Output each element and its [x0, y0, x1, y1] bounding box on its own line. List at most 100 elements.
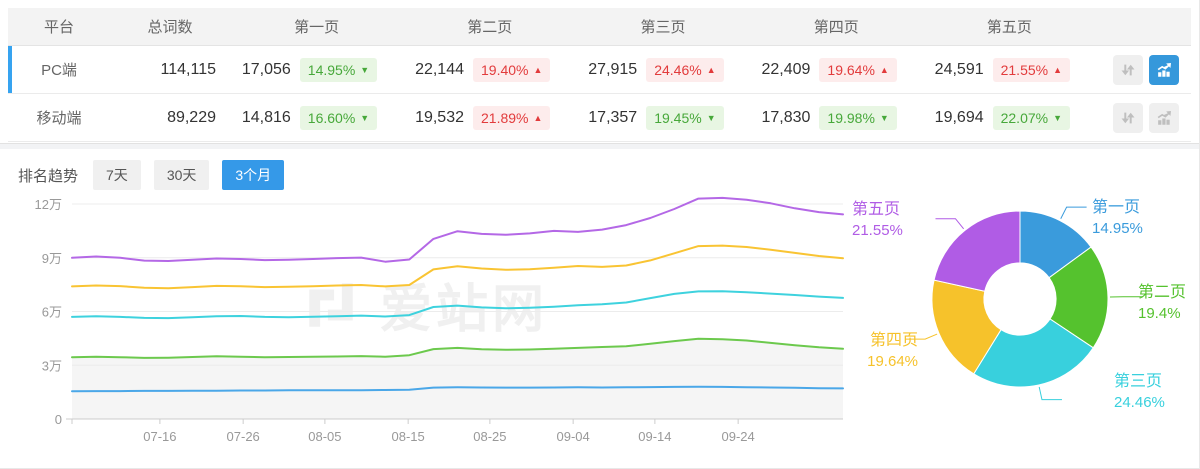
page3-change-badge: 24.46% ▲: [646, 57, 724, 82]
page4-change-badge: 19.98% ▼: [819, 105, 897, 130]
platform-label: 移动端: [36, 110, 82, 127]
tab-30days[interactable]: 30天: [153, 160, 210, 190]
page1-change-pct: 14.95%: [307, 61, 356, 78]
svg-text:08-25: 08-25: [473, 429, 506, 444]
total-words-value: 89,229: [167, 108, 216, 126]
svg-text:07-16: 07-16: [143, 429, 176, 444]
col-header-page2: 第二页: [467, 19, 513, 36]
table-header: 平台 总词数 第一页 第二页 第三页 第四页 第五页: [8, 8, 1191, 46]
donut-chart[interactable]: [852, 189, 1200, 424]
page2-change-badge: 21.89% ▲: [473, 105, 551, 130]
page5-change-badge: 21.55% ▲: [992, 57, 1071, 82]
svg-text:07-26: 07-26: [227, 429, 260, 444]
page5-cell: 24,591 21.55% ▲: [923, 57, 1096, 82]
section-divider: [0, 143, 1199, 149]
page2-change-pct: 19.40%: [481, 61, 529, 78]
trend-arrow-icon: ▼: [360, 64, 370, 75]
page4-change-pct: 19.64%: [827, 61, 875, 78]
svg-text:9万: 9万: [42, 251, 62, 266]
rank-trend-line-chart: 0 3万 6万 9万 12万 07-16 07-26 08-05 08-15 08-25 09-04…: [35, 196, 844, 444]
table-row-mobile[interactable]: 移动端 89,229 14,816 16.60% ▼ 19,532 21.89%…: [8, 94, 1191, 142]
donut-label-page1: 第一页 14.95%: [1092, 199, 1143, 237]
page3-cell: 27,915 24.46% ▲: [576, 57, 749, 82]
trend-chart-button[interactable]: [1149, 102, 1180, 133]
trend-title: 排名趋势: [18, 167, 79, 185]
page5-value: 24,591: [934, 60, 984, 78]
donut-label-page2: 第二页 19.4%: [1138, 284, 1187, 322]
col-header-page4: 第四页: [813, 19, 859, 36]
trend-arrow-icon: ▼: [1053, 112, 1063, 123]
trend-arrow-icon: ▲: [1053, 64, 1063, 75]
page1-change-pct: 16.60%: [307, 109, 356, 126]
svg-text:09-14: 09-14: [638, 429, 671, 444]
page2-change-badge: 19.40% ▲: [473, 57, 551, 82]
tab-3months[interactable]: 3个月: [222, 160, 285, 190]
trend-chart-icon: [1157, 62, 1172, 77]
page-distribution-donut: 第五页 21.55% 第一页 14.95% 第二页 19.4% 第三页 24.4…: [852, 189, 1200, 424]
page1-change-badge: 16.60% ▼: [299, 105, 378, 130]
svg-text:08-05: 08-05: [308, 429, 341, 444]
svg-text:09-04: 09-04: [557, 429, 590, 444]
trend-chart-button[interactable]: [1149, 54, 1180, 85]
sort-compare-button[interactable]: [1113, 54, 1144, 85]
trend-arrow-icon: ▼: [706, 112, 716, 123]
page1-value: 14,816: [241, 108, 291, 126]
col-header-platform: 平台: [43, 19, 74, 36]
table-row-pc[interactable]: PC端 114,115 17,056 14.95% ▼ 22,144 19.40…: [8, 46, 1191, 94]
up-down-arrows-icon: [1121, 64, 1135, 75]
trend-section: 排名趋势 7天 30天 3个月 爱站网 0 3万 6万 9万 12万 07-16 07-26…: [0, 149, 1200, 468]
page4-cell: 22,409 19.64% ▲: [750, 57, 923, 82]
page5-value: 19,694: [934, 108, 984, 126]
donut-label-page4: 第四页 19.64%: [867, 332, 918, 370]
svg-text:3万: 3万: [42, 358, 62, 373]
svg-text:12万: 12万: [35, 197, 62, 212]
donut-label-page5: 第五页 21.55%: [852, 201, 903, 239]
page1-change-badge: 14.95% ▼: [299, 57, 378, 82]
page2-cell: 19,532 21.89% ▲: [403, 105, 576, 130]
total-words-value: 114,115: [160, 60, 216, 78]
svg-text:6万: 6万: [42, 305, 62, 320]
page1-value: 17,056: [241, 60, 291, 78]
page4-change-pct: 19.98%: [827, 109, 875, 126]
page2-change-pct: 21.89%: [481, 109, 529, 126]
trend-arrow-icon: ▲: [879, 64, 889, 75]
page3-value: 27,915: [588, 60, 638, 78]
donut-label-page3: 第三页 24.46%: [1114, 373, 1165, 411]
tab-7days[interactable]: 7天: [93, 160, 141, 190]
page4-value: 17,830: [761, 108, 811, 126]
trend-arrow-icon: ▼: [360, 112, 370, 123]
trend-arrow-icon: ▲: [533, 64, 543, 75]
page2-value: 19,532: [415, 108, 464, 126]
page4-cell: 17,830 19.98% ▼: [750, 105, 923, 130]
page3-value: 17,357: [588, 108, 638, 126]
sort-compare-button[interactable]: [1113, 102, 1144, 133]
row-actions: [1096, 102, 1191, 133]
trend-arrow-icon: ▲: [706, 64, 716, 75]
page3-cell: 17,357 19.45% ▼: [576, 105, 749, 130]
up-down-arrows-icon: [1121, 112, 1135, 123]
page5-cell: 19,694 22.07% ▼: [923, 105, 1096, 130]
page5-change-pct: 22.07%: [1000, 109, 1049, 126]
page3-change-pct: 24.46%: [654, 61, 702, 78]
platform-label: PC端: [41, 62, 77, 79]
rank-table: 平台 总词数 第一页 第二页 第三页 第四页 第五页 PC端 114,115 1…: [8, 8, 1191, 142]
page1-cell: 17,056 14.95% ▼: [230, 57, 403, 82]
svg-text:08-15: 08-15: [392, 429, 425, 444]
trend-header: 排名趋势 7天 30天 3个月: [18, 160, 285, 190]
page3-change-badge: 19.45% ▼: [646, 105, 724, 130]
col-header-page3: 第三页: [640, 19, 686, 36]
page2-value: 22,144: [415, 60, 464, 78]
page4-value: 22,409: [761, 60, 811, 78]
col-header-page5: 第五页: [986, 19, 1032, 36]
page1-cell: 14,816 16.60% ▼: [230, 105, 403, 130]
trend-arrow-icon: ▲: [533, 112, 543, 123]
page3-change-pct: 19.45%: [654, 109, 702, 126]
page4-change-badge: 19.64% ▲: [819, 57, 897, 82]
page5-change-badge: 22.07% ▼: [992, 105, 1071, 130]
trend-arrow-icon: ▼: [879, 112, 889, 123]
col-header-page1: 第一页: [294, 19, 340, 36]
row-actions: [1096, 54, 1191, 85]
page2-cell: 22,144 19.40% ▲: [403, 57, 576, 82]
col-header-total: 总词数: [147, 19, 193, 36]
